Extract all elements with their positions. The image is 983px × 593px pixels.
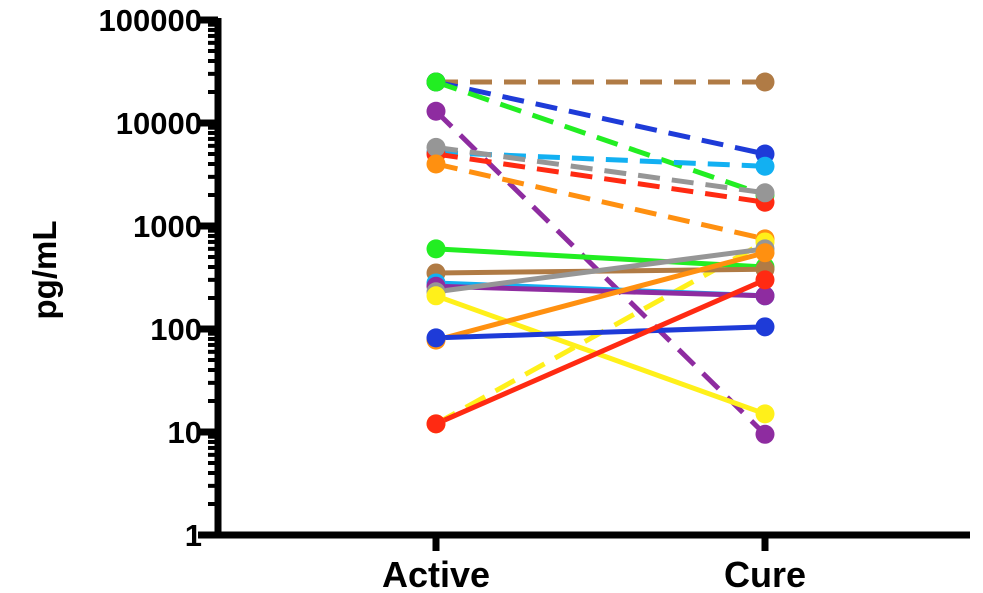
series-line bbox=[435, 79, 766, 157]
series-line bbox=[435, 161, 766, 242]
series-line bbox=[435, 324, 766, 341]
x-tick-marks bbox=[432, 535, 769, 551]
series-line bbox=[435, 151, 766, 205]
major-ticks bbox=[198, 16, 218, 539]
series-points bbox=[426, 72, 775, 444]
data-point bbox=[426, 328, 446, 348]
x-labels: Active Cure bbox=[382, 554, 806, 593]
series-lines bbox=[434, 79, 767, 437]
y-tick-labels: 1 10 100 1000 10000 100000 bbox=[99, 3, 202, 553]
data-point bbox=[755, 404, 775, 424]
data-point bbox=[755, 286, 775, 306]
data-point bbox=[755, 270, 775, 290]
data-point bbox=[755, 183, 775, 203]
data-point bbox=[426, 239, 446, 259]
y-tick-label: 10000 bbox=[116, 106, 202, 141]
x-category-label: Active bbox=[382, 554, 490, 593]
series-line bbox=[434, 109, 767, 437]
axes bbox=[214, 18, 970, 539]
y-tick-label: 100000 bbox=[99, 3, 202, 38]
data-point bbox=[426, 101, 446, 121]
y-tick-label: 1 bbox=[185, 518, 202, 553]
series-line bbox=[434, 277, 767, 427]
data-point bbox=[755, 424, 775, 444]
series-line bbox=[435, 246, 766, 295]
data-point bbox=[755, 72, 775, 92]
minor-ticks bbox=[208, 22, 218, 506]
data-point bbox=[426, 154, 446, 174]
data-point bbox=[755, 156, 775, 176]
y-tick-label: 100 bbox=[150, 312, 202, 347]
x-category-label: Cure bbox=[724, 554, 806, 593]
y-axis-title: pg/mL bbox=[26, 221, 63, 320]
series-line bbox=[435, 144, 766, 196]
data-point bbox=[755, 243, 775, 263]
y-tick-label: 10 bbox=[168, 415, 202, 450]
series-line bbox=[435, 293, 766, 417]
series-line bbox=[435, 283, 766, 299]
data-point bbox=[755, 317, 775, 337]
series-line bbox=[435, 250, 766, 343]
data-point bbox=[426, 137, 446, 157]
data-point bbox=[426, 72, 446, 92]
data-point bbox=[426, 414, 446, 434]
data-point bbox=[426, 286, 446, 306]
y-tick-label: 1000 bbox=[133, 209, 202, 244]
series-line bbox=[435, 246, 766, 270]
series-line bbox=[435, 79, 766, 198]
